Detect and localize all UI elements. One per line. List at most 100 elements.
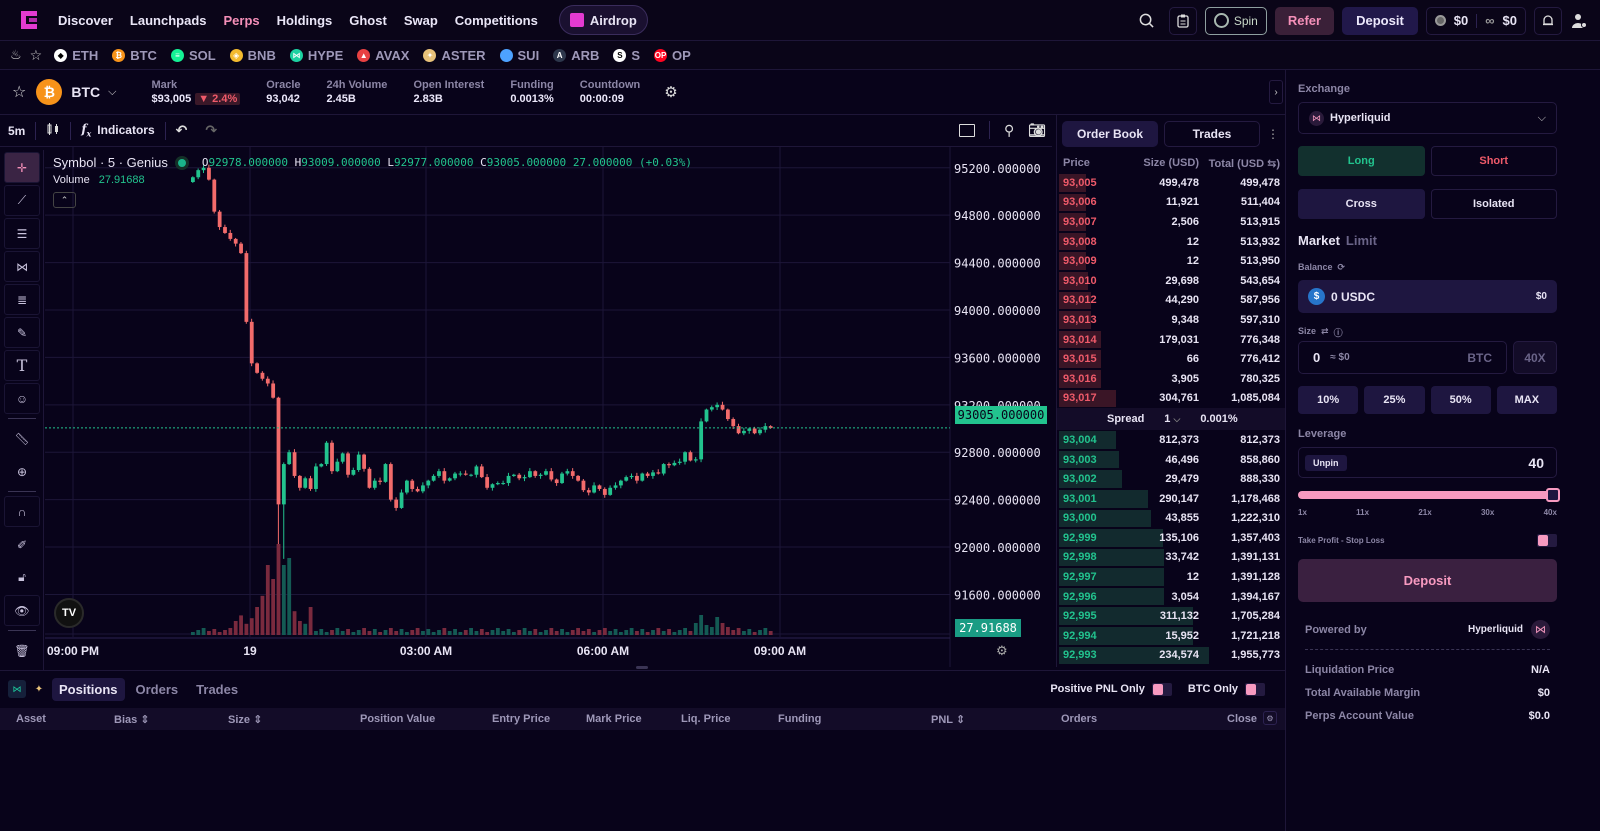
zoom-in-tool-icon[interactable]: ⊕: [16, 464, 28, 479]
tab-positions[interactable]: Positions: [52, 677, 125, 701]
column-header[interactable]: Asset: [16, 713, 46, 725]
column-header[interactable]: PNL ⇕: [931, 714, 966, 726]
nav-ghost[interactable]: Ghost: [349, 12, 387, 28]
candle-type-icon[interactable]: [46, 122, 60, 139]
table-settings-icon[interactable]: ⚙: [1263, 711, 1277, 725]
long-button[interactable]: Long: [1298, 146, 1425, 176]
ask-row[interactable]: 93,014 179,031 776,348: [1057, 330, 1285, 350]
column-header[interactable]: Position Value: [360, 713, 436, 725]
fib-tool-icon[interactable]: ≣: [4, 284, 40, 315]
horizontal-lines-tool-icon[interactable]: ☰: [4, 218, 40, 249]
ticker-aster[interactable]: ✦ ASTER: [423, 48, 486, 63]
deposit-button[interactable]: Deposit: [1342, 6, 1418, 35]
ask-row[interactable]: 93,016 3,905 780,325: [1057, 369, 1285, 389]
size-10pct-button[interactable]: 10%: [1298, 386, 1359, 414]
ticker-bnb[interactable]: ◈ BNB: [229, 48, 276, 63]
indicators-button[interactable]: fx Indicators: [81, 122, 155, 139]
leverage-badge[interactable]: 40X: [1513, 341, 1557, 374]
bid-row[interactable]: 92,997 12 1,391,128: [1057, 567, 1285, 587]
tab-order-book[interactable]: Order Book: [1062, 121, 1158, 147]
lock-drawing-tool-icon[interactable]: ✐: [16, 537, 28, 552]
isolated-margin-button[interactable]: Isolated: [1430, 189, 1557, 219]
column-header[interactable]: Entry Price: [492, 713, 551, 725]
ask-row[interactable]: 93,010 29,698 543,654: [1057, 271, 1285, 291]
leverage-input[interactable]: Unpin 40: [1298, 447, 1557, 478]
ticker-eth[interactable]: ◆ ETH: [54, 48, 98, 63]
redo-icon[interactable]: ↷: [205, 122, 218, 138]
ask-row[interactable]: 93,017 304,761 1,085,084: [1057, 389, 1285, 409]
brush-tool-icon[interactable]: ✎: [4, 317, 40, 348]
lock-icon[interactable]: 🔓︎: [18, 570, 26, 584]
swap-icon[interactable]: ⇄: [1321, 326, 1329, 336]
ask-row[interactable]: 93,008 12 513,932: [1057, 232, 1285, 252]
column-header[interactable]: Close: [1227, 713, 1257, 725]
ticker-hype[interactable]: ⋈ HYPE: [289, 48, 343, 63]
tab-orders[interactable]: Orders: [135, 681, 179, 697]
trash-icon[interactable]: 🗑︎: [14, 643, 30, 658]
settings-gear-icon[interactable]: ⚙: [664, 84, 678, 101]
tab-trades[interactable]: Trades: [196, 681, 239, 697]
fire-icon[interactable]: ♨: [10, 47, 22, 62]
ask-row[interactable]: 93,012 44,290 587,956: [1057, 291, 1285, 311]
collapse-legend-button[interactable]: ⌃: [53, 192, 76, 208]
search-icon[interactable]: [1133, 13, 1161, 28]
collapse-panel-button[interactable]: ›: [1269, 80, 1283, 104]
tradingview-logo[interactable]: TV: [54, 598, 84, 628]
bid-row[interactable]: 92,998 33,742 1,391,131: [1057, 548, 1285, 568]
quick-search-icon[interactable]: ⚲: [1003, 121, 1015, 138]
ticker-arb[interactable]: A ARB: [553, 48, 599, 63]
fullscreen-icon[interactable]: [958, 123, 975, 137]
ask-row[interactable]: 93,013 9,348 597,310: [1057, 310, 1285, 330]
undo-icon[interactable]: ↶: [175, 122, 188, 138]
hyperliquid-filter-icon[interactable]: ⋈: [8, 680, 26, 698]
candlestick-chart[interactable]: 95200.000000 94800.000000 94400.000000 9400…: [45, 147, 1052, 667]
ticker-btc[interactable]: ₿ BTC: [112, 48, 157, 63]
clipboard-icon[interactable]: [1168, 6, 1197, 35]
bid-row[interactable]: 93,003 46,496 858,860: [1057, 450, 1285, 470]
ask-row[interactable]: 93,006 11,921 511,404: [1057, 193, 1285, 213]
column-header[interactable]: Liq. Price: [681, 713, 731, 725]
bid-row[interactable]: 92,993 234,574 1,955,773: [1057, 646, 1285, 666]
nav-swap[interactable]: Swap: [403, 12, 438, 28]
column-header[interactable]: Size ⇕: [228, 714, 263, 726]
nav-perps[interactable]: Perps: [223, 12, 260, 28]
nav-competitions[interactable]: Competitions: [454, 12, 538, 28]
column-header[interactable]: Bias ⇕: [114, 714, 150, 726]
bid-row[interactable]: 92,996 3,054 1,394,167: [1057, 587, 1285, 607]
ask-row[interactable]: 93,009 12 513,950: [1057, 251, 1285, 271]
nav-holdings[interactable]: Holdings: [276, 12, 333, 28]
more-options-icon[interactable]: ⋮: [1267, 127, 1279, 141]
notification-bell-icon[interactable]: [1534, 6, 1562, 35]
column-header[interactable]: Orders: [1061, 713, 1098, 725]
column-header[interactable]: Mark Price: [586, 713, 642, 725]
visibility-eye-icon[interactable]: 👁︎: [4, 595, 40, 626]
bid-row[interactable]: 93,000 43,855 1,222,310: [1057, 509, 1285, 529]
short-button[interactable]: Short: [1430, 146, 1557, 176]
size-50pct-button[interactable]: 50%: [1430, 386, 1491, 414]
tpsl-toggle[interactable]: [1537, 534, 1557, 547]
unpin-button[interactable]: Unpin: [1305, 454, 1347, 471]
cross-margin-button[interactable]: Cross: [1298, 189, 1425, 219]
column-header[interactable]: Funding: [778, 713, 822, 725]
ticker-avax[interactable]: ▲ AVAX: [357, 48, 409, 63]
size-input[interactable]: 0 ≈ $0 BTC: [1298, 341, 1507, 374]
bid-row[interactable]: 93,004 812,373 812,373: [1057, 430, 1285, 450]
chart-settings-icon[interactable]: ⚙: [996, 643, 1008, 658]
tab-market[interactable]: Market: [1298, 233, 1340, 248]
bid-row[interactable]: 92,995 311,132 1,705,284: [1057, 606, 1285, 626]
wallet-balances[interactable]: $0 ∞ $0: [1425, 6, 1526, 35]
ask-row[interactable]: 93,005 499,478 499,478: [1057, 173, 1285, 193]
spin-button[interactable]: Spin: [1204, 6, 1267, 35]
pattern-tool-icon[interactable]: ⋈: [4, 251, 40, 282]
trend-line-tool-icon[interactable]: ⟋: [4, 185, 40, 216]
ask-row[interactable]: 93,015 66 776,412: [1057, 349, 1285, 369]
nav-launchpads[interactable]: Launchpads: [129, 12, 207, 28]
ask-row[interactable]: 93,007 2,506 513,915: [1057, 212, 1285, 232]
ticker-sol[interactable]: ≡ SOL: [170, 48, 216, 63]
ticker-op[interactable]: OP OP: [654, 47, 691, 63]
pane-resize-handle[interactable]: [636, 666, 648, 669]
emoji-tool-icon[interactable]: ☺: [4, 383, 40, 414]
crosshair-tool-icon[interactable]: ✛: [4, 152, 40, 183]
symbol-selector[interactable]: BTC ⌵: [71, 84, 116, 100]
